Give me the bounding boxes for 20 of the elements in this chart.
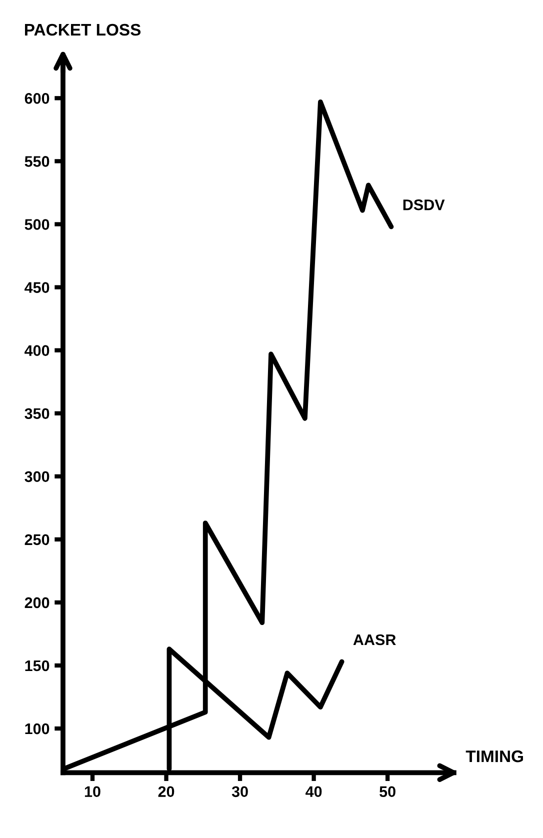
series-label: AASR	[353, 634, 396, 646]
y-tick-label: 100	[25, 723, 50, 734]
y-tick-label: 500	[24, 219, 50, 230]
y-tick-label: 600	[24, 93, 50, 104]
y-axis-title: PACKET LOSS	[25, 24, 141, 36]
x-tick-label: 30	[232, 786, 248, 798]
x-tick-label: 50	[380, 786, 396, 798]
x-tick-label: 20	[158, 786, 174, 798]
y-tick-label: 250	[24, 534, 50, 546]
series-label: DSDV	[403, 199, 445, 210]
y-tick-label: 300	[24, 471, 50, 482]
y-tick-label: 350	[24, 408, 50, 420]
y-tick-label: 450	[24, 282, 50, 293]
y-tick-label: 550	[24, 156, 50, 167]
y-tick-label: 400	[24, 345, 50, 356]
y-tick-label: 200	[24, 597, 50, 608]
x-tick-label: 10	[84, 786, 100, 798]
y-tick-label: 150	[25, 660, 50, 672]
x-tick-label: 40	[306, 786, 322, 798]
x-axis-title: TIMING	[466, 750, 523, 762]
